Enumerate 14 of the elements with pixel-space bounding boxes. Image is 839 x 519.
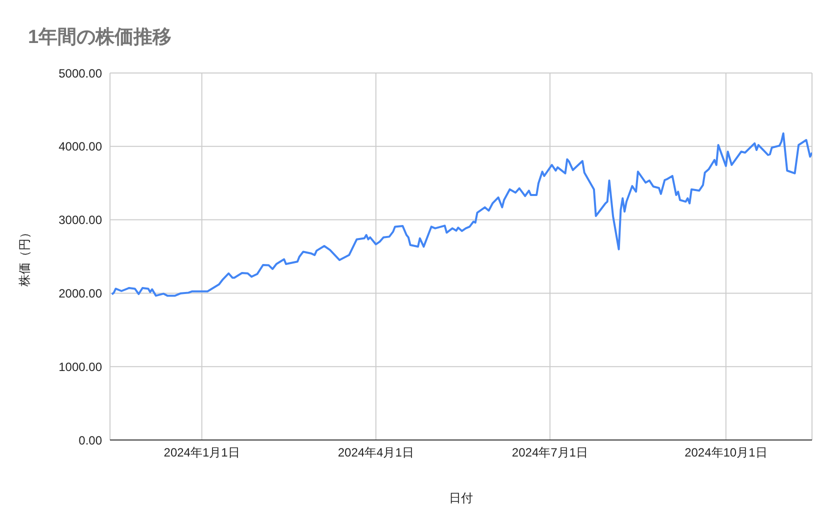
x-tick-label: 2024年4月1日: [338, 446, 414, 460]
x-axis-title: 日付: [449, 491, 473, 505]
y-tick-label: 2000.00: [58, 286, 102, 300]
y-axis-title: 株価（円）: [17, 226, 32, 288]
x-tick-label: 2024年1月1日: [164, 446, 240, 460]
x-tick-label: 2024年10月1日: [684, 446, 768, 460]
line-series: [110, 132, 812, 297]
y-tick-label: 0.00: [78, 433, 102, 448]
y-tick-label: 1000.00: [58, 360, 102, 374]
y-tick-label: 4000.00: [58, 140, 102, 154]
chart-title: 1年間の株価推移: [28, 26, 172, 50]
y-tick-label: 5000.00: [58, 66, 102, 80]
y-tick-label: 3000.00: [58, 213, 102, 228]
x-tick-label: 2024年7月1日: [512, 446, 588, 460]
